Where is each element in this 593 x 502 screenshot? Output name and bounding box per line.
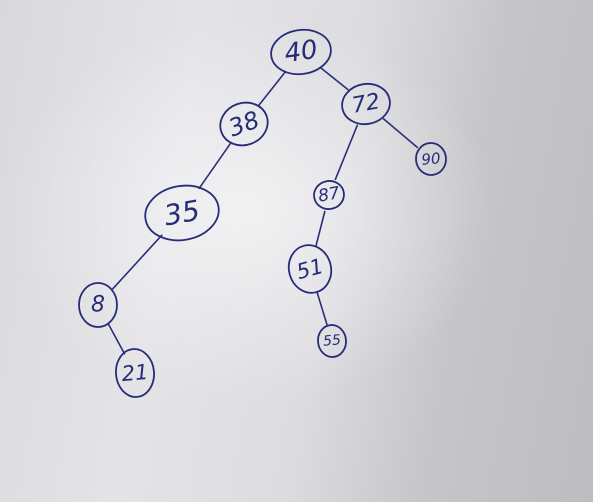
tree-edge [198,142,232,190]
node-circle [270,28,332,76]
tree-edge [316,291,328,326]
tree-edge [382,118,419,149]
node-circle [115,348,155,398]
tree-node: 90 [415,142,447,176]
tree-node: 38 [219,101,269,147]
node-circle [219,101,269,147]
node-label: 35 [162,194,203,233]
node-label: 38 [225,106,263,143]
tree-edge [315,210,326,247]
node-circle [415,142,447,176]
tree-node: 87 [313,180,345,210]
node-label: 40 [283,35,320,69]
tree-node: 55 [317,324,347,358]
tree-edges [107,66,419,355]
tree-node: 72 [341,82,391,126]
tree-nodes: 40 38 72 35 87 90 8 51 21 55 [78,28,447,398]
node-circle [313,180,345,210]
tree-node: 21 [115,348,155,398]
node-circle [317,324,347,358]
tree-edge [107,323,126,355]
node-label: 72 [350,89,382,118]
node-label: 51 [294,254,326,284]
node-circle [144,184,220,242]
node-label: 8 [91,293,105,318]
node-label: 55 [322,332,341,349]
tree-edge [334,124,359,181]
tree-node: 8 [78,282,118,328]
tree-node: 51 [287,244,333,294]
tree-edge [319,66,349,91]
node-label: 87 [317,183,342,206]
node-circle [341,82,391,126]
tree-node: 35 [144,184,220,242]
node-label: 90 [421,149,442,169]
node-circle [287,244,333,294]
tree-edge [112,234,163,290]
node-label: 21 [121,360,150,386]
tree-node: 40 [270,28,332,76]
tree-edge [258,70,287,106]
node-circle [78,282,118,328]
